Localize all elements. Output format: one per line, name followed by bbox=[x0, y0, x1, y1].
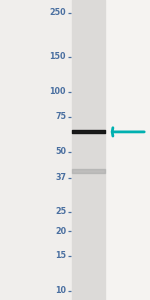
Text: 20: 20 bbox=[55, 226, 66, 236]
Text: 37: 37 bbox=[55, 173, 66, 182]
Text: 25: 25 bbox=[55, 207, 66, 216]
Text: 50: 50 bbox=[55, 147, 66, 156]
Text: 250: 250 bbox=[49, 8, 66, 17]
Text: 15: 15 bbox=[55, 251, 66, 260]
Text: 150: 150 bbox=[50, 52, 66, 62]
Text: 75: 75 bbox=[55, 112, 66, 121]
Text: 10: 10 bbox=[55, 286, 66, 296]
Text: 100: 100 bbox=[50, 88, 66, 97]
